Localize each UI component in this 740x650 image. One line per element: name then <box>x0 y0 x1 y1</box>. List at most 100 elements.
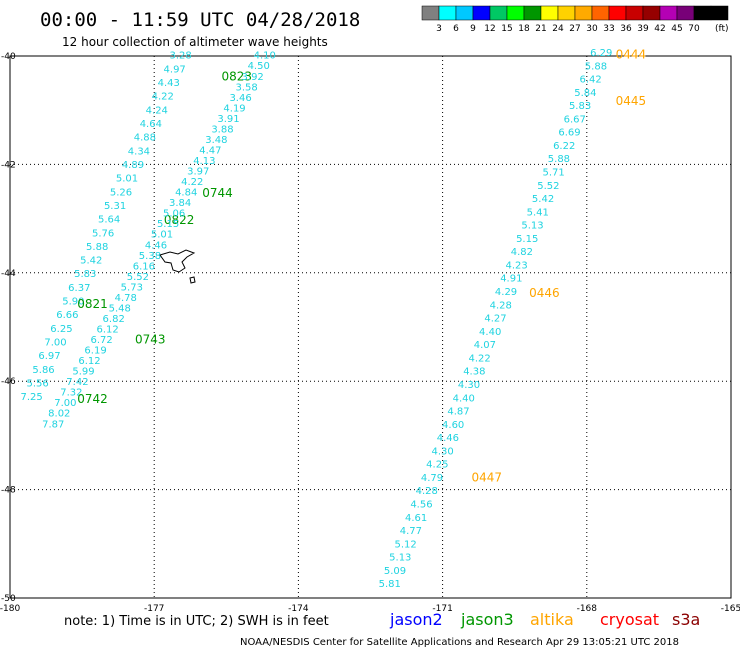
colorbar-label: 45 <box>671 24 682 34</box>
swh-value-label: 4.22 <box>181 177 203 188</box>
swh-value-label: 3.28 <box>170 51 192 62</box>
colorbar-swatch <box>625 5 644 21</box>
colorbar-swatch <box>489 5 508 21</box>
colorbar-swatch <box>455 5 474 21</box>
swh-value-label: 6.16 <box>133 261 155 272</box>
pass-time-label: 0743 <box>135 332 166 346</box>
x-tick-label: -180 <box>0 604 20 614</box>
swh-value-label: 3.84 <box>169 198 191 209</box>
swh-value-label: 4.13 <box>193 156 215 167</box>
swh-value-label: 6.19 <box>84 346 106 357</box>
swh-value-label: 5.88 <box>86 242 108 253</box>
swh-value-label: 5.64 <box>98 215 120 226</box>
swh-value-label: 4.60 <box>442 420 464 431</box>
colorbar-unit: (ft) <box>715 24 729 34</box>
swh-value-label: 5.42 <box>532 194 554 205</box>
y-tick-label: -40 <box>1 52 16 62</box>
y-tick-label: -46 <box>1 377 16 387</box>
swh-value-label: 5.83 <box>569 101 591 112</box>
swh-value-label: 4.10 <box>254 51 276 62</box>
swh-value-label: 5.88 <box>585 61 607 72</box>
colorbar-label: 30 <box>586 24 598 34</box>
y-tick-label: -50 <box>1 594 16 604</box>
swh-value-label: 4.56 <box>410 499 432 510</box>
swh-value-label: 4.22 <box>152 92 174 103</box>
colorbar-swatch <box>523 5 542 21</box>
swh-value-label: 4.91 <box>500 274 522 285</box>
colorbar-label: 70 <box>688 24 700 34</box>
swh-value-label: 4.40 <box>479 327 501 338</box>
swh-value-label: 3.88 <box>211 124 233 135</box>
swh-value-label: 6.82 <box>103 314 125 325</box>
swh-value-label: 5.26 <box>110 187 132 198</box>
colorbar-swatch <box>438 5 457 21</box>
plot-frame <box>9 55 732 599</box>
swh-value-label: 5.15 <box>157 219 179 230</box>
swh-value-label: 7.25 <box>20 392 42 403</box>
colorbar-swatch <box>557 5 576 21</box>
swh-value-label: 6.12 <box>78 356 100 367</box>
swh-value-label: 5.31 <box>104 201 126 212</box>
swh-value-label: 5.99 <box>72 367 94 378</box>
swh-value-label: 6.29 <box>590 48 612 59</box>
swh-value-label: 5.13 <box>389 553 411 564</box>
x-tick-label: -174 <box>288 604 309 614</box>
swh-value-label: 6.25 <box>50 324 72 335</box>
footer-credit: NOAA/NESDIS Center for Satellite Applica… <box>240 637 679 648</box>
swh-value-label: 4.07 <box>474 340 496 351</box>
swh-value-label: 6.72 <box>90 335 112 346</box>
swh-value-label: 5.41 <box>527 207 549 218</box>
pass-time-label: 0822 <box>164 213 195 227</box>
satellite-legend-jason2: jason2 <box>389 610 443 629</box>
swh-value-label: 7.00 <box>44 338 66 349</box>
swh-value-label: 6.42 <box>580 75 602 86</box>
swh-value-label: 5.01 <box>116 174 138 185</box>
swh-value-label: 4.61 <box>405 513 427 524</box>
swh-value-label: 5.38 <box>139 251 161 262</box>
swh-value-label: 6.97 <box>38 351 60 362</box>
swh-value-label: 5.01 <box>151 230 173 241</box>
swh-value-label: 4.50 <box>248 61 270 72</box>
swh-value-label: 4.87 <box>447 407 469 418</box>
swh-value-label: 5.42 <box>80 256 102 267</box>
colorbar-swatch <box>676 5 695 21</box>
swh-value-label: 5.88 <box>548 154 570 165</box>
colorbar-label: 33 <box>603 24 614 34</box>
colorbar-label: 12 <box>484 24 495 34</box>
colorbar-label: 21 <box>535 24 546 34</box>
colorbar-swatch <box>659 5 678 21</box>
colorbar-swatch <box>574 5 593 21</box>
swh-value-label: 4.30 <box>458 380 480 391</box>
pass-time-label: 0742 <box>77 392 108 406</box>
swh-value-label: 5.06 <box>163 209 185 220</box>
swh-value-label: 5.15 <box>516 234 538 245</box>
swh-value-label: 7.32 <box>60 388 82 399</box>
colorbar-label: 15 <box>501 24 512 34</box>
swh-value-label: 3.91 <box>217 114 239 125</box>
swh-value-label: 8.02 <box>48 409 70 420</box>
colorbar-swatch <box>642 5 661 21</box>
satellite-legend: jason2 jason3 altika cryosat s3a <box>389 610 700 629</box>
swh-value-label: 4.30 <box>431 446 453 457</box>
swh-value-label: 4.79 <box>421 473 443 484</box>
swh-value-label: 4.34 <box>128 146 150 157</box>
swh-value-label: 6.66 <box>56 310 78 321</box>
colorbar-legend: 3 6 9 12 15 18 21 24 27 30 33 36 39 42 45 70 <box>421 5 729 34</box>
swh-value-label: 7.87 <box>42 419 64 430</box>
swh-value-label: 6.22 <box>553 141 575 152</box>
swh-value-label: 5.09 <box>384 566 406 577</box>
satellite-legend-jason3: jason3 <box>460 610 514 629</box>
pass-time-label: 0744 <box>202 186 233 200</box>
swh-value-label: 5.56 <box>26 379 48 390</box>
swh-value-label: 5.52 <box>127 272 149 283</box>
pass-time-label: 0823 <box>221 69 252 83</box>
swh-value-label: 4.43 <box>158 78 180 89</box>
swh-value-label: 4.77 <box>400 526 422 537</box>
chart-grid <box>9 55 732 599</box>
colorbar-label: 27 <box>569 24 580 34</box>
swh-value-label: 4.84 <box>175 188 197 199</box>
swh-value-label: 4.78 <box>115 293 137 304</box>
swh-value-label: 4.28 <box>416 486 438 497</box>
satellite-legend-s3a: s3a <box>672 610 700 629</box>
swh-value-label: 5.81 <box>379 579 401 590</box>
